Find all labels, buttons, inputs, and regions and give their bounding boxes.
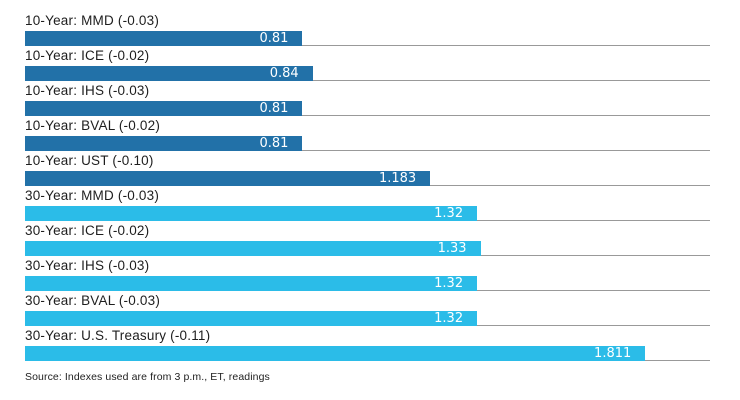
row-label: 10-Year: BVAL (-0.02) — [25, 118, 161, 133]
row-label: 10-Year: ICE (-0.02) — [25, 48, 150, 63]
bar-track: 1.32 — [25, 276, 710, 291]
row-label: 10-Year: UST (-0.10) — [25, 153, 154, 168]
chart-rows: 10-Year: MMD (-0.03) 0.81 10-Year: ICE (… — [25, 11, 710, 361]
bar: 1.811 — [25, 346, 646, 361]
row-label: 30-Year: IHS (-0.03) — [25, 258, 150, 273]
bar: 1.32 — [25, 276, 478, 291]
row-label: 30-Year: MMD (-0.03) — [25, 188, 160, 203]
bar-track: 0.81 — [25, 31, 710, 46]
axis-baseline — [25, 45, 710, 46]
axis-baseline — [25, 115, 710, 116]
bar-value-label: 1.32 — [434, 276, 464, 291]
bar-value-label: 0.81 — [259, 31, 289, 46]
row-label: 30-Year: ICE (-0.02) — [25, 223, 150, 238]
bar: 1.32 — [25, 311, 478, 326]
bar-track: 1.32 — [25, 206, 710, 221]
chart-row: 30-Year: IHS (-0.03) 1.32 — [25, 256, 710, 291]
source-note: Source: Indexes used are from 3 p.m., ET… — [25, 371, 270, 383]
bar: 0.81 — [25, 31, 303, 46]
bar: 0.81 — [25, 101, 303, 116]
bar: 0.84 — [25, 66, 313, 81]
bar-track: 1.33 — [25, 241, 710, 256]
bar-value-label: 0.84 — [269, 66, 299, 81]
chart-row: 10-Year: ICE (-0.02) 0.84 — [25, 46, 710, 81]
row-label: 10-Year: IHS (-0.03) — [25, 83, 150, 98]
chart-row: 30-Year: ICE (-0.02) 1.33 — [25, 221, 710, 256]
bar: 1.183 — [25, 171, 431, 186]
chart-row: 30-Year: MMD (-0.03) 1.32 — [25, 186, 710, 221]
bar-value-label: 0.81 — [259, 101, 289, 116]
bar-value-label: 0.81 — [259, 136, 289, 151]
bar: 1.32 — [25, 206, 478, 221]
chart-row: 10-Year: UST (-0.10) 1.183 — [25, 151, 710, 186]
axis-baseline — [25, 150, 710, 151]
chart-row: 30-Year: BVAL (-0.03) 1.32 — [25, 291, 710, 326]
bar-track: 1.32 — [25, 311, 710, 326]
chart-row: 10-Year: IHS (-0.03) 0.81 — [25, 81, 710, 116]
chart-row: 10-Year: BVAL (-0.02) 0.81 — [25, 116, 710, 151]
row-label: 10-Year: MMD (-0.03) — [25, 13, 160, 28]
bar-value-label: 1.33 — [437, 241, 467, 256]
bar-track: 0.84 — [25, 66, 710, 81]
bar-value-label: 1.32 — [434, 311, 464, 326]
bar-value-label: 1.183 — [378, 171, 417, 186]
bar: 1.33 — [25, 241, 481, 256]
bar-track: 0.81 — [25, 101, 710, 116]
bar-track: 1.183 — [25, 171, 710, 186]
axis-baseline — [25, 80, 710, 81]
chart-row: 10-Year: MMD (-0.03) 0.81 — [25, 11, 710, 46]
bar-track: 0.81 — [25, 136, 710, 151]
bar-track: 1.811 — [25, 346, 710, 361]
row-label: 30-Year: BVAL (-0.03) — [25, 293, 161, 308]
row-label: 30-Year: U.S. Treasury (-0.11) — [25, 328, 211, 343]
bar-value-label: 1.32 — [434, 206, 464, 221]
bar: 0.81 — [25, 136, 303, 151]
bar-value-label: 1.811 — [594, 346, 632, 361]
chart-row: 30-Year: U.S. Treasury (-0.11) 1.811 — [25, 326, 710, 361]
